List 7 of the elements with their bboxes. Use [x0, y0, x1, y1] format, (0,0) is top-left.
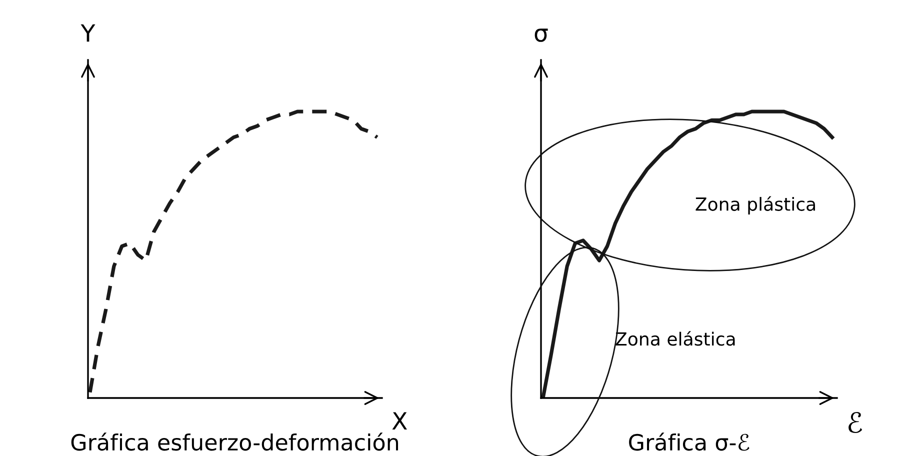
annotation: Zona plástica — [696, 196, 815, 214]
x-axis-title: X — [392, 412, 407, 430]
text: Gráfica esfuerzo-deformación — [71, 432, 398, 451]
y-axis-title: Y — [80, 24, 96, 42]
y-axis-title: σ — [534, 28, 548, 42]
x-axis-title: ℰ — [848, 412, 862, 434]
text: Gráfica σ-ℰ — [629, 432, 750, 451]
